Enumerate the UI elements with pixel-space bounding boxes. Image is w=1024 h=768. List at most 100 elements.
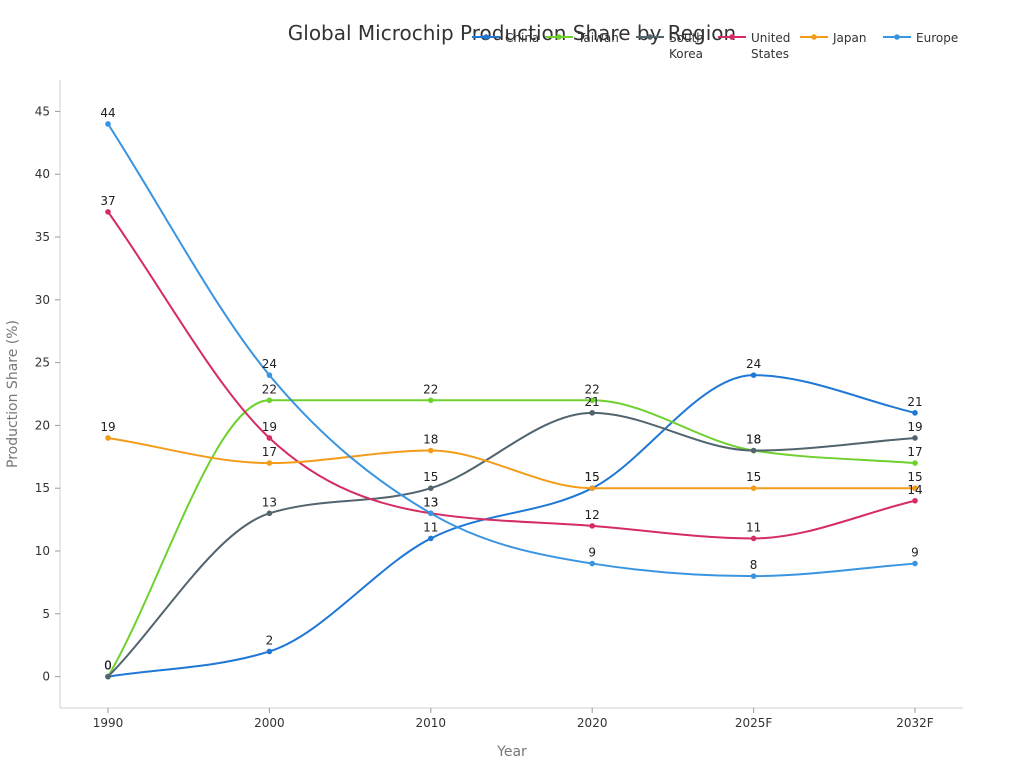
x-tick-label: 2032F <box>896 716 934 730</box>
data-label-europe: 13 <box>423 495 438 509</box>
data-label-united-states: 13 <box>423 495 438 509</box>
y-tick-label: 5 <box>42 607 50 621</box>
legend-label-south-korea: Korea <box>669 47 703 61</box>
x-tick-label: 2000 <box>254 716 285 730</box>
data-point-south-korea <box>589 410 595 416</box>
data-label-taiwan: 22 <box>262 382 277 396</box>
data-label-europe: 24 <box>262 357 277 371</box>
legend-label-japan: Japan <box>832 31 866 45</box>
data-label-china: 11 <box>423 520 438 534</box>
data-point-europe <box>912 560 918 567</box>
data-label-china: 15 <box>585 470 600 484</box>
legend-label-united-states: States <box>751 47 789 61</box>
data-point-japan <box>105 435 111 441</box>
data-point-south-korea <box>266 510 273 517</box>
data-label-united-states: 14 <box>907 483 922 497</box>
legend-item-china[interactable]: China <box>472 31 539 45</box>
series-japan <box>105 435 918 492</box>
data-label-japan: 15 <box>907 470 922 484</box>
legend-label-europe: Europe <box>916 31 958 45</box>
data-point-europe <box>589 560 595 567</box>
data-point-south-korea <box>750 447 757 454</box>
y-tick-label: 20 <box>35 418 50 432</box>
data-point-japan <box>266 460 273 466</box>
data-label-taiwan: 17 <box>907 445 922 459</box>
data-label-china: 24 <box>746 357 761 371</box>
data-label-united-states: 37 <box>100 194 115 208</box>
data-point-south-korea <box>912 435 918 441</box>
data-point-europe <box>428 510 434 517</box>
legend-item-united-states[interactable]: United States <box>718 31 790 61</box>
data-point-japan <box>589 485 595 492</box>
data-label-taiwan: 22 <box>423 382 438 396</box>
data-label-japan: 18 <box>423 433 438 447</box>
series-europe <box>105 121 918 579</box>
x-tick-label: 2010 <box>416 716 447 730</box>
y-tick-label: 35 <box>35 230 50 244</box>
x-axis-title: Year <box>496 744 527 760</box>
legend-item-taiwan[interactable]: Taiwan <box>545 31 619 45</box>
data-point-taiwan <box>428 397 434 404</box>
series-line-japan <box>107 436 915 490</box>
y-tick-label: 15 <box>35 481 50 495</box>
data-point-united-states <box>750 535 757 542</box>
chart-title: Global Microchip Production Share by Reg… <box>288 21 736 45</box>
legend-item-south-korea[interactable]: South Korea <box>636 31 704 61</box>
series-china <box>105 372 918 680</box>
y-tick-label: 0 <box>42 670 50 684</box>
data-label-south-korea: 13 <box>262 495 277 509</box>
data-label-south-korea: 18 <box>746 433 761 447</box>
series-united-states <box>105 209 918 542</box>
data-label-taiwan: 0 <box>104 659 112 673</box>
legend-marker-china <box>483 34 489 40</box>
series-line-europe <box>107 123 916 578</box>
legend-marker-taiwan <box>556 34 562 40</box>
legend-marker-united-states <box>729 34 735 40</box>
data-label-japan: 19 <box>100 420 115 434</box>
series-south-korea <box>105 410 918 680</box>
data-point-taiwan <box>266 397 273 404</box>
data-point-taiwan <box>589 397 595 404</box>
data-point-japan <box>428 447 434 454</box>
data-point-united-states <box>105 209 111 215</box>
legend-label-south-korea: South <box>669 31 704 45</box>
data-point-europe <box>750 573 757 579</box>
legend-label-taiwan: Taiwan <box>577 31 619 45</box>
data-point-china <box>266 648 273 655</box>
data-label-south-korea: 0 <box>104 659 112 673</box>
legend-item-japan[interactable]: Japan <box>800 31 866 45</box>
x-tick-label: 2020 <box>577 716 608 730</box>
data-point-south-korea <box>105 673 111 680</box>
data-point-europe <box>105 121 111 127</box>
data-label-europe: 9 <box>911 546 919 560</box>
data-point-japan <box>912 485 918 492</box>
data-point-china <box>428 535 434 542</box>
data-label-china: 0 <box>104 659 112 673</box>
x-tick-label: 1990 <box>93 716 124 730</box>
data-point-united-states <box>912 497 918 504</box>
y-tick-label: 40 <box>35 167 50 181</box>
data-point-japan <box>750 485 757 492</box>
y-tick-label: 10 <box>35 544 50 558</box>
y-tick-label: 25 <box>35 356 50 370</box>
series-line-china <box>107 374 916 678</box>
data-label-united-states: 12 <box>585 508 600 522</box>
series-line-united-states <box>107 211 916 540</box>
legend[interactable]: China Taiwan South Korea United States Japan Eu… <box>472 31 958 61</box>
data-label-china: 21 <box>907 395 922 409</box>
data-point-china <box>912 410 918 416</box>
data-label-united-states: 11 <box>746 520 761 534</box>
y-tick-label: 45 <box>35 104 50 118</box>
data-label-europe: 9 <box>588 546 596 560</box>
data-point-south-korea <box>428 485 434 492</box>
legend-marker-south-korea <box>647 34 653 40</box>
legend-marker-japan <box>811 34 817 40</box>
data-point-china <box>750 372 757 378</box>
data-label-china: 2 <box>266 633 274 647</box>
legend-item-europe[interactable]: Europe <box>883 31 958 45</box>
data-label-japan: 15 <box>746 470 761 484</box>
data-point-taiwan <box>912 460 918 466</box>
